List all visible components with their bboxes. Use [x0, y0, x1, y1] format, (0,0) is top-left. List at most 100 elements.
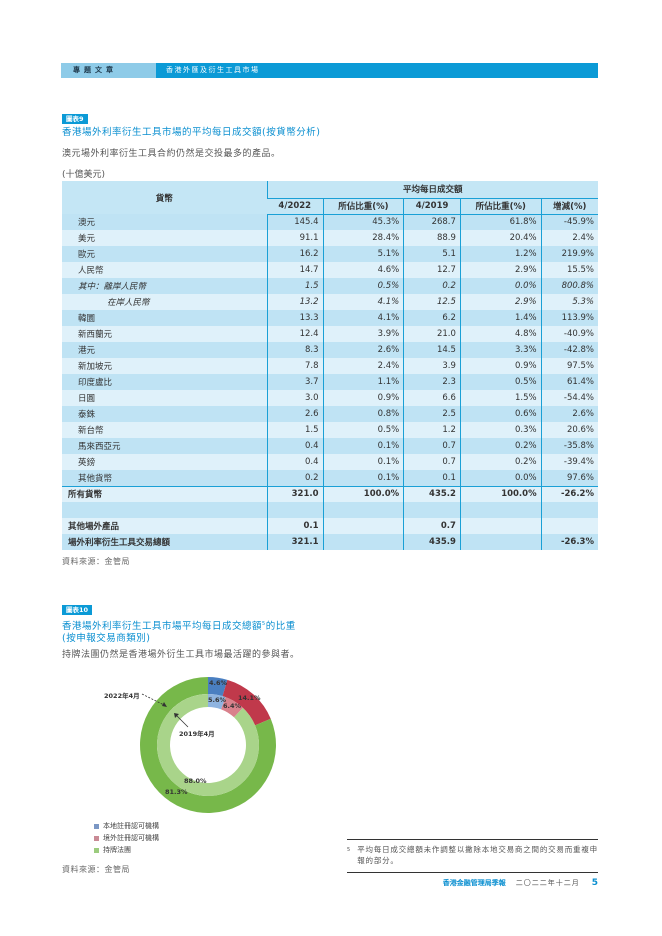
table-row: 歐元 16.2 5.1% 5.1 1.2% 219.9%	[62, 246, 598, 262]
chg-cell: 2.4%	[540, 230, 598, 246]
chg-cell: 97.6%	[540, 470, 598, 486]
s2022-cell: 4.1%	[322, 310, 404, 326]
s2019-cell: 0.9%	[459, 358, 542, 374]
v2019-cell: 21.0	[403, 326, 461, 342]
currency-cell: 美元	[62, 230, 267, 246]
chart10-tag: 圖表10	[62, 605, 93, 615]
s2019-cell: 20.4%	[459, 230, 542, 246]
v2019-cell: 0.2	[403, 278, 461, 294]
chg-cell: -40.9%	[540, 326, 598, 342]
v2019-cell: 0.7	[403, 518, 461, 534]
v2022-cell: 14.7	[266, 262, 324, 278]
s2022-cell: 0.1%	[322, 438, 404, 454]
chart10-title: 香港場外利率衍生工具市場平均每日成交總額5的比重 (按申報交易商類別)	[62, 618, 296, 645]
slice-label: 4.6%	[209, 679, 228, 687]
chg-cell: -35.8%	[540, 438, 598, 454]
v2019-cell: 2.3	[403, 374, 461, 390]
table-row: 港元 8.3 2.6% 14.5 3.3% -42.8%	[62, 342, 598, 358]
currency-cell: 其他貨幣	[62, 470, 267, 486]
chg-cell: 97.5%	[540, 358, 598, 374]
v2019-cell: 435.9	[403, 534, 461, 550]
v2019-cell: 88.9	[403, 230, 461, 246]
v2022-cell: 0.2	[266, 470, 324, 486]
s2022-cell: 2.6%	[322, 342, 404, 358]
footnote-text: 平均每日成交總額未作調整以撇除本地交易商之間的交易而重複申報的部分。	[357, 845, 598, 865]
col-currency-header: 貨幣	[62, 181, 267, 214]
slice-label: 81.3%	[165, 788, 188, 796]
slice-label: 88.0%	[184, 777, 207, 785]
v2019-cell: 12.5	[403, 294, 461, 310]
s2019-cell: 0.2%	[459, 454, 542, 470]
table-row: 泰銖 2.6 0.8% 2.5 0.6% 2.6%	[62, 406, 598, 422]
s2022-cell: 28.4%	[322, 230, 404, 246]
currency-cell: 所有貨幣	[62, 485, 267, 502]
table-row: 英鎊 0.4 0.1% 0.7 0.2% -39.4%	[62, 454, 598, 470]
s2019-cell: 4.8%	[459, 326, 542, 342]
v2019-cell: 435.2	[403, 485, 461, 502]
section-label: 專題文章	[61, 63, 156, 78]
table-row: 其他貨幣 0.2 0.1% 0.1 0.0% 97.6%	[62, 470, 598, 486]
currency-turnover-table: 貨幣 平均每日成交額 4/2022 所佔比重(%) 4/2019 所佔比重(%)…	[62, 181, 598, 550]
table-row: 新台幣 1.5 0.5% 1.2 0.3% 20.6%	[62, 422, 598, 438]
chg-cell	[540, 518, 598, 534]
chg-cell: 2.6%	[540, 406, 598, 422]
v2022-cell: 145.4	[266, 214, 324, 230]
publication-name: 香港金融管理局季報	[442, 879, 506, 887]
empty-cell	[62, 502, 267, 518]
currency-cell: 歐元	[62, 246, 267, 262]
table-row: 在岸人民幣 13.2 4.1% 12.5 2.9% 5.3%	[62, 294, 598, 310]
arrow-icon	[141, 693, 167, 707]
table-row: 韓圜 13.3 4.1% 6.2 1.4% 113.9%	[62, 310, 598, 326]
table-row: 印度盧比 3.7 1.1% 2.3 0.5% 61.4%	[62, 374, 598, 390]
s2022-cell: 45.3%	[322, 214, 404, 230]
v2019-cell: 0.7	[403, 438, 461, 454]
col-header: 所佔比重(%)	[322, 198, 404, 215]
chart9-title: 香港場外利率衍生工具市場的平均每日成交額(按貨幣分析)	[62, 127, 321, 138]
v2022-cell: 12.4	[266, 326, 324, 342]
currency-cell: 新西蘭元	[62, 326, 267, 342]
donut-slice	[208, 677, 228, 697]
chg-cell: 113.9%	[540, 310, 598, 326]
v2022-cell: 3.0	[266, 390, 324, 406]
empty-cell	[540, 502, 598, 518]
chart-legend: 本地註冊認可機構 境外註冊認可機構 持牌法團	[94, 820, 159, 856]
table-row: 澳元 145.4 45.3% 268.7 61.8% -45.9%	[62, 214, 598, 230]
currency-cell: 新台幣	[62, 422, 267, 438]
s2019-cell: 61.8%	[459, 214, 542, 230]
s2022-cell	[322, 534, 404, 550]
table-row: 其他場外產品 0.1 0.7	[62, 518, 598, 534]
v2019-cell: 1.2	[403, 422, 461, 438]
publication-date: 二〇二二年十二月	[515, 879, 580, 887]
col-header: 4/2019	[403, 198, 461, 215]
spacer-row	[62, 502, 598, 518]
chart9-tag: 圖表9	[62, 114, 88, 124]
s2019-cell: 2.9%	[459, 262, 542, 278]
v2022-cell: 1.5	[266, 278, 324, 294]
v2022-cell: 0.4	[266, 454, 324, 470]
v2019-cell: 6.2	[403, 310, 461, 326]
chart9-unit: (十億美元)	[62, 170, 106, 180]
currency-cell: 其中：離岸人民幣	[62, 278, 267, 294]
col-header: 所佔比重(%)	[459, 198, 542, 215]
chg-cell: -54.4%	[540, 390, 598, 406]
v2022-cell: 3.7	[266, 374, 324, 390]
v2019-cell: 268.7	[403, 214, 461, 230]
v2022-cell: 13.3	[266, 310, 324, 326]
v2022-cell: 2.6	[266, 406, 324, 422]
donut-slice	[157, 694, 259, 796]
legend-item: 持牌法團	[94, 844, 159, 856]
v2022-cell: 0.1	[266, 518, 324, 534]
s2019-cell: 1.4%	[459, 310, 542, 326]
s2019-cell: 0.3%	[459, 422, 542, 438]
s2022-cell: 4.6%	[322, 262, 404, 278]
chg-cell: -39.4%	[540, 454, 598, 470]
currency-cell: 馬來西亞元	[62, 438, 267, 454]
v2022-cell: 321.1	[266, 534, 324, 550]
currency-cell: 其他場外產品	[62, 518, 267, 534]
s2022-cell: 0.1%	[322, 454, 404, 470]
s2019-cell: 0.2%	[459, 438, 542, 454]
s2022-cell: 0.5%	[322, 422, 404, 438]
chart10-subtitle: 持牌法團仍然是香港場外衍生工具市場最活躍的參與者。	[62, 650, 300, 660]
v2022-cell: 1.5	[266, 422, 324, 438]
s2022-cell: 0.8%	[322, 406, 404, 422]
